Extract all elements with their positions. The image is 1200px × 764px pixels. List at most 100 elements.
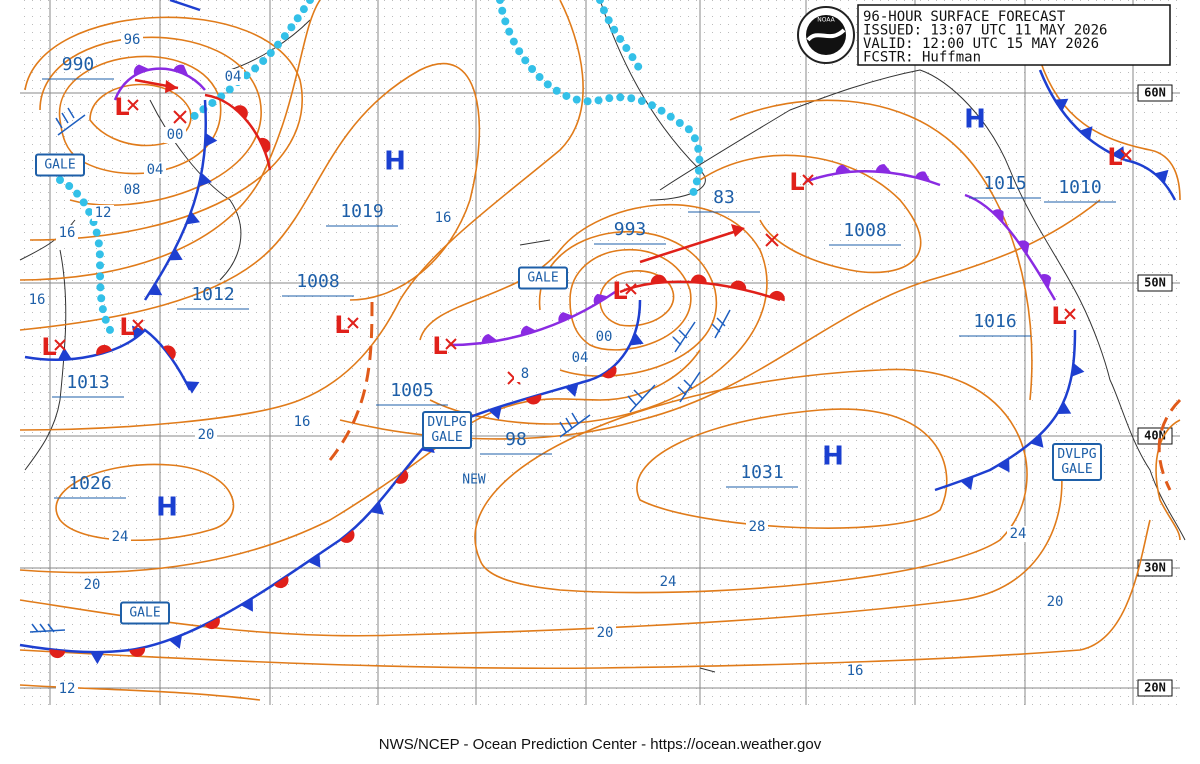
low-center: L	[612, 277, 627, 305]
ice-dot	[105, 325, 114, 334]
isobar	[599, 270, 675, 327]
cold-front-symbol	[1079, 126, 1093, 140]
coastline	[19, 0, 1186, 673]
ice-dot	[79, 198, 88, 207]
isobar-label-bg	[844, 663, 866, 679]
warm-front-symbol	[690, 274, 707, 284]
ice-dot	[572, 95, 581, 104]
isobar-label-bg	[1044, 594, 1066, 610]
pressure-center: 1019	[340, 201, 383, 222]
ice-dot	[287, 23, 296, 32]
isobar-label-bg	[144, 162, 166, 178]
pressure-center: 1008	[296, 271, 339, 292]
ice-dot	[266, 49, 275, 58]
occluded-symbol	[875, 164, 892, 173]
isobar-label: 16	[29, 292, 46, 308]
isobar-label: 16	[294, 414, 311, 430]
isobar-label-bg	[164, 127, 186, 143]
high-center: H	[384, 147, 406, 177]
warm-front-symbol	[129, 647, 146, 657]
warm-front-symbol	[650, 274, 667, 284]
front-line	[804, 170, 941, 187]
logo-bird	[806, 28, 846, 42]
ice-dot	[515, 47, 524, 56]
ice-dot	[622, 44, 631, 53]
warm-front-symbol	[204, 617, 220, 630]
isobar-label: 8	[521, 366, 529, 382]
low-x	[132, 319, 144, 331]
cold-front-symbol	[1071, 362, 1085, 377]
isobar-label: 04	[147, 162, 164, 178]
warning-box	[422, 411, 472, 449]
dotted-area	[20, 0, 1180, 705]
isobar-label-bg	[121, 182, 143, 198]
cold-front-symbol	[997, 458, 1010, 473]
ice-dot	[56, 176, 64, 184]
ice-dot	[293, 14, 302, 23]
isobar-label: 24	[112, 529, 129, 545]
ice-dot	[280, 32, 289, 41]
isobar-label: 20	[198, 427, 215, 443]
isobar-label-bg	[222, 69, 244, 85]
isobar	[19, 0, 321, 281]
arrow-head	[165, 80, 178, 93]
cold-front-symbol	[307, 553, 321, 568]
isobar-label-bg	[56, 225, 78, 241]
warm-front-symbol	[730, 280, 747, 291]
ice-dot	[273, 40, 282, 49]
isobar-label-bg	[291, 414, 313, 430]
cold-front-symbol	[960, 476, 974, 491]
ice-dot	[694, 144, 703, 153]
warning-box	[35, 153, 85, 177]
front-line	[964, 193, 1057, 301]
low-x	[1120, 149, 1132, 161]
ice-dot	[225, 85, 234, 94]
pressure-center: 1010	[1058, 177, 1101, 198]
footer: NWS/NCEP - Ocean Prediction Center - htt…	[379, 736, 822, 753]
ice-dot	[690, 134, 699, 143]
cold-front-symbol	[370, 501, 385, 515]
warm-front-symbol	[162, 345, 176, 360]
cold-front-symbol	[565, 383, 579, 397]
isobar	[474, 368, 1028, 594]
low-center: L	[114, 93, 129, 121]
low-center: L	[789, 168, 804, 196]
front-line	[619, 280, 781, 302]
ice-dot	[96, 283, 105, 292]
ice-dot	[628, 53, 637, 62]
wind-barb	[672, 321, 696, 353]
lat-label: 30N	[1144, 561, 1166, 575]
low-x	[445, 338, 457, 350]
low-center: L	[119, 313, 134, 341]
isobar	[1039, 59, 1181, 201]
arrow-head	[731, 224, 745, 237]
ice-dot	[501, 17, 510, 26]
isobar	[19, 519, 1151, 670]
isobar-label: 20	[84, 577, 101, 593]
low-center: L	[334, 311, 349, 339]
warning-text: GALE	[1061, 462, 1092, 477]
front-line	[19, 299, 642, 654]
ice-dot	[552, 86, 561, 95]
pressure-center: 83	[713, 187, 735, 208]
low-x	[127, 99, 139, 111]
isobar	[39, 36, 262, 206]
lat-label-box	[1137, 274, 1173, 292]
isobar	[636, 408, 948, 529]
low-center: L	[1107, 143, 1122, 171]
isobar	[19, 684, 261, 701]
ice-dot	[599, 6, 608, 15]
lat-label-box	[1137, 84, 1173, 102]
ice-dot	[634, 62, 643, 71]
occluded-symbol	[835, 164, 852, 174]
front-line	[934, 329, 1077, 492]
ice-dot	[535, 73, 544, 82]
warm-front-symbol	[96, 344, 112, 356]
ice-dot	[695, 155, 704, 164]
ice-dot	[605, 94, 614, 103]
ice-dot	[616, 34, 625, 43]
isobar-label: 96	[124, 32, 141, 48]
cold-front-symbol	[1154, 169, 1169, 184]
front-line	[143, 99, 207, 301]
wind-barb	[29, 623, 66, 633]
